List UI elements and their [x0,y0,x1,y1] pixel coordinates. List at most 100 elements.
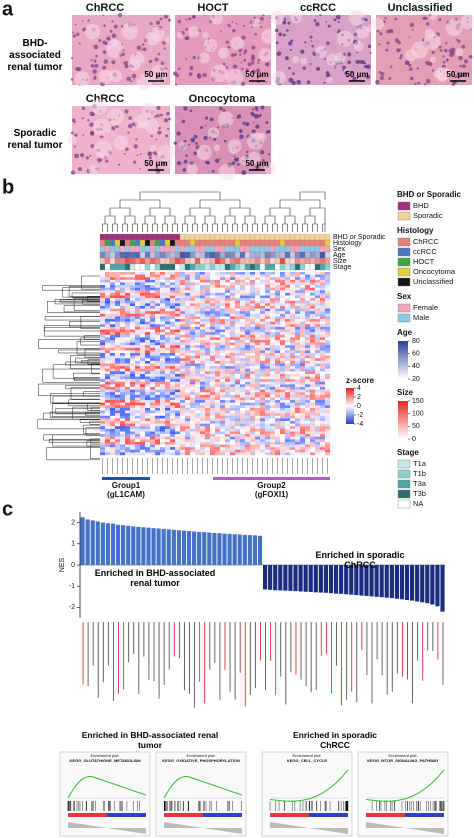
nes-bar [115,524,121,565]
annotation-cell [284,263,291,271]
annotation-cell [159,263,166,271]
nucleus [323,58,326,61]
heat-cell [125,311,131,315]
heat-cell [230,305,236,309]
heat-cell [235,410,241,414]
heat-cell [125,418,131,422]
heat-cell [185,392,191,396]
heat-cell [315,407,321,411]
nucleus [89,111,95,117]
cell [107,108,124,126]
heat-cell [135,394,141,398]
heat-cell [245,282,251,286]
nes-bar [344,565,349,595]
heat-cell [260,332,266,335]
heat-cell [100,426,106,430]
heat-cell [215,339,221,343]
heat-cell [205,387,211,390]
heat-cell [120,410,126,414]
heat-cell [310,326,316,330]
heat-cell [310,373,316,377]
heat-cell [305,434,311,437]
heat-cell [110,285,116,288]
heat-cell [220,303,226,307]
heat-cell [275,321,281,325]
heat-cell [240,415,246,419]
heat-cell [300,394,306,398]
nucleus [70,57,74,60]
annotation-cell [109,257,116,265]
cell [314,45,328,58]
heat-cell [245,300,251,304]
heat-cell [250,332,256,335]
nucleus [454,75,458,79]
heat-cell [265,418,271,422]
annotation-cell [199,239,206,247]
heat-cell [115,342,121,346]
heat-cell [165,439,171,443]
heat-cell [275,308,281,312]
heat-cell [290,311,296,315]
annotation-cell [144,257,151,265]
heat-cell [220,308,226,312]
heat-cell [205,342,211,346]
heat-cell [130,324,136,328]
heat-cell [105,381,111,385]
heat-cell [135,290,141,294]
heat-cell [235,418,241,422]
heat-cell [225,339,231,343]
heat-cell [130,418,136,422]
heat-cell [250,274,256,278]
heat-cell [290,397,296,401]
heat-cell [140,444,146,448]
heat-cell [135,277,141,281]
heat-cell [310,407,316,411]
heat-cell [230,415,236,419]
dendrogram [204,215,216,224]
heat-cell [245,313,251,317]
nucleus [334,67,337,69]
nucleus [163,14,168,19]
heat-cell [175,405,181,409]
heat-cell [150,397,156,401]
heat-cell [145,394,151,398]
heat-cell [155,434,161,437]
heat-cell [220,394,226,398]
heat-cell [100,295,106,299]
nes-bar [349,565,354,595]
heat-cell [245,353,251,356]
heat-cell [135,272,141,275]
heat-cell [235,303,241,307]
heat-cell [245,311,251,315]
heat-cell [170,347,176,351]
heat-cell [225,421,231,424]
heat-cell [310,389,316,393]
heat-cell [285,353,291,356]
heat-cell [210,376,216,380]
heat-cell [250,290,256,294]
heat-cell [230,339,236,343]
cell [136,74,153,90]
heat-cell [170,345,176,349]
heat-cell [170,368,176,372]
cell [88,164,99,176]
heat-cell [200,285,206,288]
heat-cell [215,308,221,312]
heat-cell [275,447,281,450]
heat-cell [175,358,181,362]
heat-cell [230,295,236,299]
heat-cell [295,324,301,328]
heat-cell [130,410,136,414]
heat-cell [255,287,261,291]
nucleus [103,59,109,64]
nucleus [228,25,231,28]
heat-cell [240,321,246,325]
heat-cell [155,415,161,419]
dendrogram [122,223,128,232]
heat-cell [100,285,106,288]
heat-cell [235,384,241,388]
heat-cell [105,272,111,275]
nucleus [442,55,445,58]
heat-cell [140,295,146,299]
heat-cell [210,353,216,356]
